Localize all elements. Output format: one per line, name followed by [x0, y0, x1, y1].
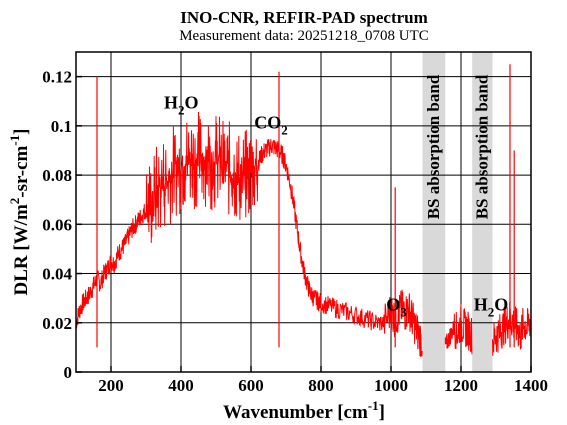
annotation-2: CO2	[254, 112, 288, 137]
x-tick-label-0: 200	[98, 376, 124, 395]
y-tick-label-2: 0.04	[42, 265, 72, 284]
chart-subtitle: Measurement data: 20251218_0708 UTC	[179, 28, 429, 44]
x-axis-ticks: 200 400 600 800 1000 1200 1400	[98, 366, 548, 395]
y-tick-label-0: 0	[64, 363, 73, 382]
absorption-band-label-1: BS absorption band	[424, 74, 443, 219]
x-axis-label: Wavenumber [cm-1]	[223, 398, 385, 423]
spike-layer	[96, 64, 515, 348]
absorption-band-2	[472, 52, 493, 372]
y-tick-label-4: 0.08	[42, 166, 72, 185]
spectrum-line-1	[75, 111, 532, 358]
y-tick-label-6: 0.12	[42, 68, 72, 87]
annotation-4: H2O	[474, 294, 509, 319]
x-tick-label-3: 800	[308, 376, 334, 395]
absorption-band-1	[422, 52, 446, 372]
chart-title: INO-CNR, REFIR-PAD spectrum	[180, 8, 428, 27]
grid-lines	[76, 52, 531, 372]
x-tick-label-1: 400	[168, 376, 194, 395]
y-tick-label-1: 0.02	[42, 314, 72, 333]
y-tick-label-3: 0.06	[42, 215, 72, 234]
x-tick-label-2: 600	[238, 376, 264, 395]
series-layer	[75, 111, 532, 358]
x-tick-label-5: 1200	[444, 376, 478, 395]
x-tick-label-6: 1400	[514, 376, 548, 395]
absorption-band-label-2: BS absorption band	[472, 74, 491, 219]
plot-frame	[75, 51, 532, 373]
x-tick-label-4: 1000	[374, 376, 408, 395]
annotation-1: H2O	[164, 93, 199, 118]
y-axis-label: DLR [W/m2-sr-cm-1]	[7, 128, 32, 295]
y-axis-ticks: 0 0.02 0.04 0.06 0.08 0.1 0.12	[42, 68, 82, 382]
y-tick-label-5: 0.1	[51, 117, 72, 136]
absorption-bands: BS absorption band BS absorption band	[422, 52, 493, 372]
annotation-3: O3	[386, 294, 407, 319]
annotations-layer: H2O CO2 O3 H2O	[164, 93, 508, 320]
